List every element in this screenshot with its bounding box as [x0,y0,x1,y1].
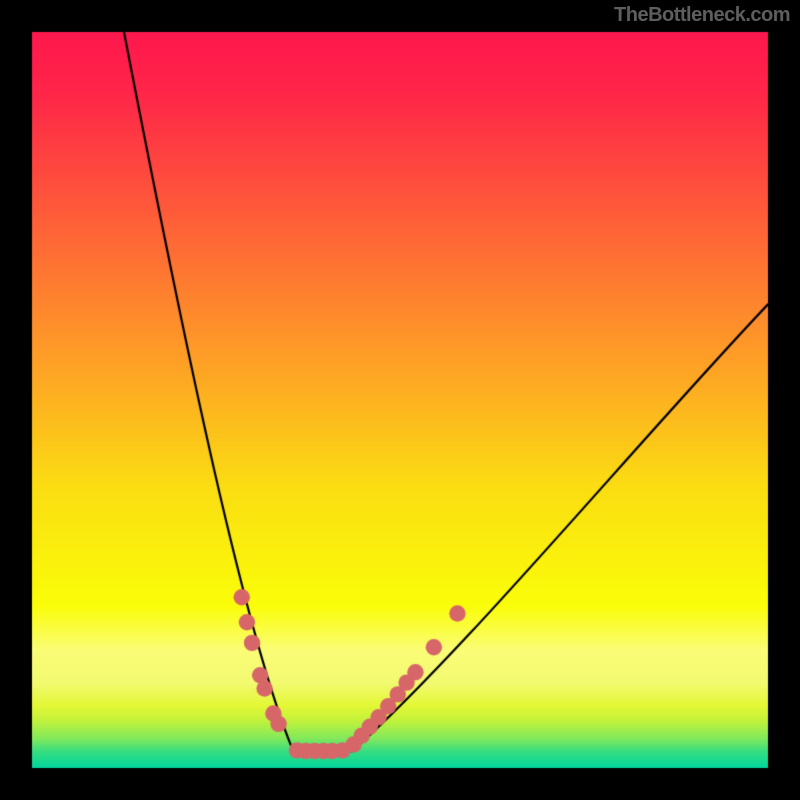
chart-stage: TheBottleneck.com [0,0,800,800]
chart-canvas [0,0,800,800]
